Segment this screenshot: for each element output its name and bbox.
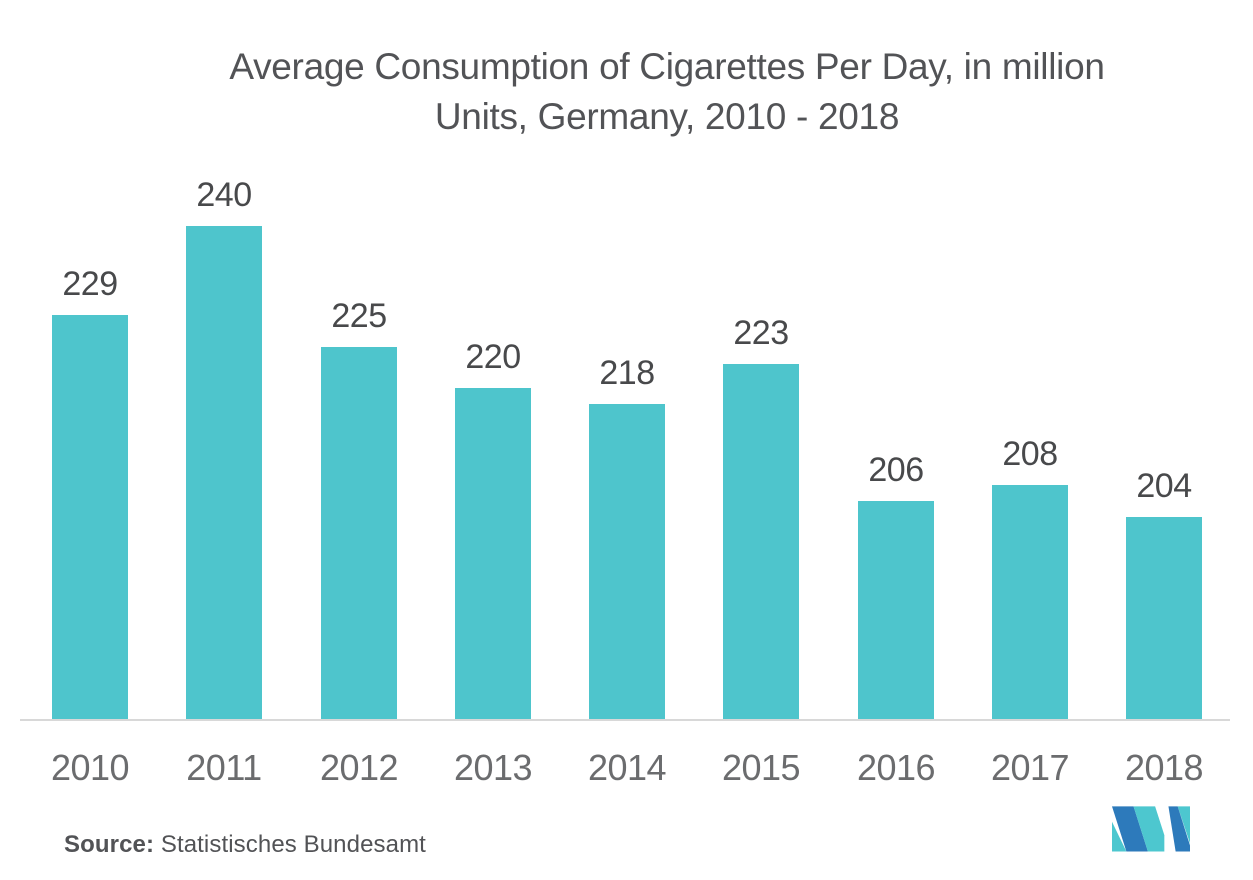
bar-value-label-2018: 204 [1136,467,1192,505]
bar-value-label-2015: 223 [733,314,789,352]
bar-2016 [858,501,934,719]
chart-title-line-2: Units, Germany, 2010 - 2018 [434,96,900,137]
bar-value-label-2011: 240 [196,176,252,214]
x-axis-label-2014: 2014 [587,747,667,788]
x-axis-label-2010: 2010 [50,747,130,788]
source-text: Statistisches Bundesamt [160,831,426,858]
source-label: Source: [64,831,155,858]
chart-title: Average Consumption of Cigarettes Per Da… [132,42,1202,142]
bar-2018 [1126,517,1202,719]
bar-2017 [992,485,1068,719]
bar-value-label-2013: 220 [465,338,521,376]
mordor-intelligence-logo-icon [1112,806,1190,852]
bar-value-label-2012: 225 [331,297,387,335]
x-axis-label-2017: 2017 [990,747,1070,788]
x-axis-label-2016: 2016 [856,747,936,788]
bar-2010 [52,315,128,719]
x-axis-label-2011: 2011 [186,747,262,788]
bar-value-label-2010: 229 [62,265,118,303]
bar-2014 [589,404,665,719]
source-line: Source: Statistisches Bundesamt [64,831,426,859]
x-axis-line [20,719,1230,721]
x-axis-label-2012: 2012 [319,747,399,788]
bar-2015 [723,364,799,719]
chart-title-line-1: Average Consumption of Cigarettes Per Da… [229,46,1105,87]
bar-2011 [186,226,262,719]
x-axis-label-2015: 2015 [721,747,801,788]
bar-value-label-2014: 218 [599,354,655,392]
bar-value-label-2016: 206 [868,451,924,489]
bar-2013 [455,388,531,719]
bar-value-label-2017: 208 [1002,435,1058,473]
x-axis-label-2018: 2018 [1124,747,1204,788]
bar-2012 [321,347,397,719]
x-axis-label-2013: 2013 [453,747,533,788]
